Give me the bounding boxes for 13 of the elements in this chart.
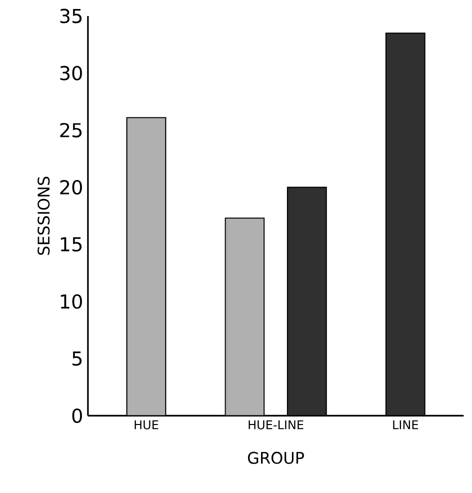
y-tick-label: 20 xyxy=(60,180,82,195)
y-tick-label: 25 xyxy=(60,122,82,138)
x-tick-label: LINE xyxy=(393,420,418,430)
y-tick-label: 10 xyxy=(61,294,82,309)
y-tick-label: 0 xyxy=(72,408,82,423)
y-tick-label: 35 xyxy=(60,8,82,24)
x-tick-label: HUE xyxy=(134,420,158,430)
x-tick-label: HUE-LINE xyxy=(248,420,304,430)
x-axis-title: GROUP xyxy=(248,452,304,464)
y-tick-label: 15 xyxy=(61,237,82,252)
y-tick-label: 30 xyxy=(60,66,82,80)
y-tick-label: 5 xyxy=(72,351,82,366)
y-axis-title: SESSIONS xyxy=(38,176,50,255)
